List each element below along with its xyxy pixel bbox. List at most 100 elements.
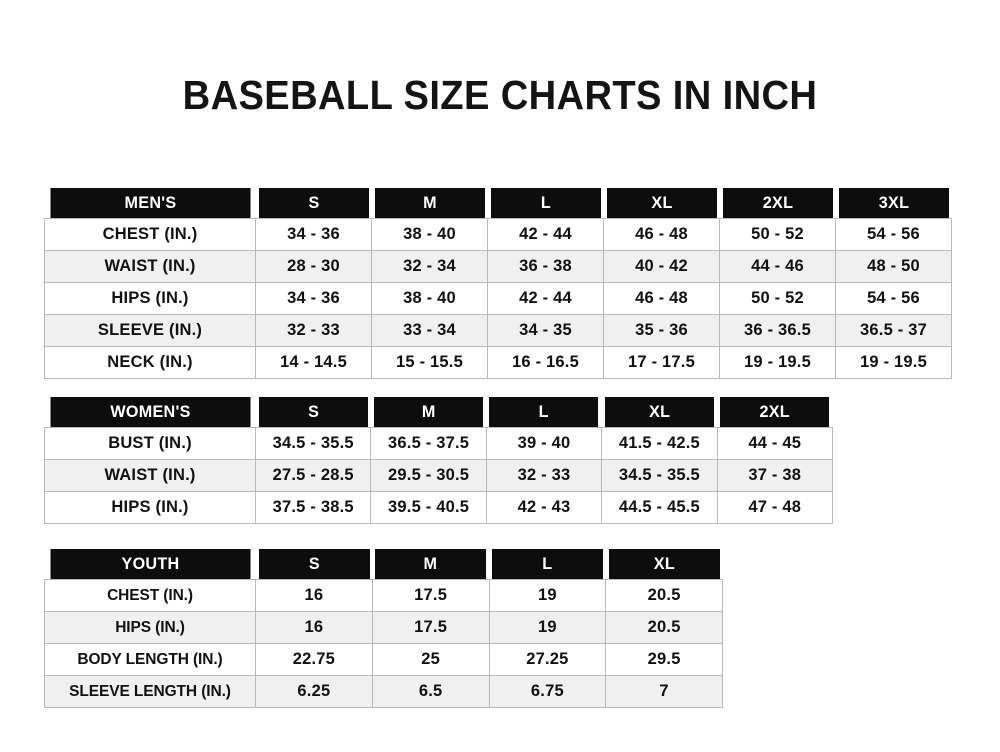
measurement-value: 7 xyxy=(605,675,723,708)
measurement-value: 54 - 56 xyxy=(835,218,952,251)
size-column-header: S xyxy=(258,188,369,219)
measurement-value: 54 - 56 xyxy=(835,282,952,315)
table-row: HIPS (IN.) 34 - 36 38 - 40 42 - 44 46 - 48 50… xyxy=(44,282,952,315)
measurement-value: 42 - 43 xyxy=(485,491,603,524)
measurement-label: HIPS (IN.) xyxy=(44,491,256,524)
size-column-header: XL xyxy=(604,397,715,428)
table-title-header: YOUTH xyxy=(49,549,251,580)
size-column-header: M xyxy=(375,549,487,580)
youth-size-table: YOUTH S M L XL CHEST (IN.) 16 17.5 19 20.5 HIPS (I… xyxy=(44,549,723,708)
measurement-value: 34.5 - 35.5 xyxy=(601,459,718,492)
measurement-value: 32 - 34 xyxy=(371,250,488,283)
measurement-label: CHEST (IN.) xyxy=(44,218,256,251)
table-header-row: WOMEN'S S M L XL 2XL xyxy=(45,397,833,428)
measurement-value: 47 - 48 xyxy=(716,491,834,524)
table-row: SLEEVE LENGTH (IN.) 6.25 6.5 6.75 7 xyxy=(44,675,723,708)
table-row: NECK (IN.) 14 - 14.5 15 - 15.5 16 - 16.5 17 … xyxy=(44,346,952,379)
measurement-label: SLEEVE LENGTH (IN.) xyxy=(44,675,256,708)
measurement-value: 44 - 45 xyxy=(716,427,834,460)
measurement-label: SLEEVE (IN.) xyxy=(44,314,256,347)
measurement-value: 27.5 - 28.5 xyxy=(254,459,372,492)
measurement-label: BODY LENGTH (IN.) xyxy=(44,643,256,676)
measurement-value: 44.5 - 45.5 xyxy=(601,491,718,524)
measurement-value: 19 xyxy=(488,579,607,612)
measurement-value: 48 - 50 xyxy=(835,250,952,283)
measurement-value: 33 - 34 xyxy=(371,314,488,347)
table-title-header: MEN'S xyxy=(49,188,251,219)
measurement-value: 34 - 36 xyxy=(255,218,372,251)
size-column-header: M xyxy=(374,188,485,219)
measurement-value: 38 - 40 xyxy=(371,282,488,315)
measurement-value: 14 - 14.5 xyxy=(255,346,372,379)
measurement-value: 6.75 xyxy=(488,675,607,708)
measurement-value: 32 - 33 xyxy=(485,459,603,492)
size-column-header: XL xyxy=(608,549,720,580)
measurement-value: 16 - 16.5 xyxy=(487,346,604,379)
measurement-value: 36.5 - 37.5 xyxy=(370,427,487,460)
table-row: WAIST (IN.) 28 - 30 32 - 34 36 - 38 40 - 42 4… xyxy=(44,250,952,283)
measurement-value: 27.25 xyxy=(488,643,607,676)
measurement-label: WAIST (IN.) xyxy=(44,250,256,283)
size-column-header: S xyxy=(258,397,369,428)
measurement-label: BUST (IN.) xyxy=(44,427,256,460)
measurement-value: 36 - 36.5 xyxy=(719,314,836,347)
table-row: SLEEVE (IN.) 32 - 33 33 - 34 34 - 35 35 - 36… xyxy=(44,314,952,347)
measurement-value: 46 - 48 xyxy=(603,282,720,315)
table-header-row: YOUTH S M L XL xyxy=(45,549,723,580)
measurement-value: 16 xyxy=(255,611,373,644)
measurement-value: 28 - 30 xyxy=(255,250,372,283)
measurement-value: 44 - 46 xyxy=(719,250,836,283)
size-column-header: L xyxy=(490,188,601,219)
measurement-value: 37 - 38 xyxy=(716,459,834,492)
measurement-value: 19 xyxy=(488,611,607,644)
measurement-value: 17.5 xyxy=(371,579,490,612)
size-column-header: 3XL xyxy=(838,188,949,219)
measurement-value: 34 - 35 xyxy=(487,314,604,347)
measurement-value: 16 xyxy=(255,579,373,612)
table-row: BODY LENGTH (IN.) 22.75 25 27.25 29.5 xyxy=(44,643,723,676)
table-row: WAIST (IN.) 27.5 - 28.5 29.5 - 30.5 32 - 33… xyxy=(44,459,834,492)
table-header-row: MEN'S S M L XL 2XL 3XL xyxy=(45,188,952,219)
size-column-header: L xyxy=(491,549,603,580)
measurement-value: 17.5 xyxy=(371,611,490,644)
measurement-value: 50 - 52 xyxy=(719,282,836,315)
measurement-label: CHEST (IN.) xyxy=(44,579,256,612)
measurement-value: 20.5 xyxy=(605,579,723,612)
size-column-header: L xyxy=(489,397,599,428)
measurement-value: 41.5 - 42.5 xyxy=(601,427,718,460)
measurement-label: HIPS (IN.) xyxy=(44,282,256,315)
measurement-value: 19 - 19.5 xyxy=(719,346,836,379)
table-row: CHEST (IN.) 16 17.5 19 20.5 xyxy=(44,579,723,612)
measurement-value: 50 - 52 xyxy=(719,218,836,251)
measurement-label: WAIST (IN.) xyxy=(44,459,256,492)
measurement-value: 38 - 40 xyxy=(371,218,488,251)
measurement-value: 36.5 - 37 xyxy=(835,314,952,347)
size-column-header: M xyxy=(373,397,484,428)
measurement-value: 6.25 xyxy=(255,675,373,708)
measurement-value: 32 - 33 xyxy=(255,314,372,347)
table-row: HIPS (IN.) 16 17.5 19 20.5 xyxy=(44,611,723,644)
table-title-header: WOMEN'S xyxy=(49,397,251,428)
measurement-value: 39.5 - 40.5 xyxy=(370,491,487,524)
measurement-value: 6.5 xyxy=(371,675,490,708)
measurement-value: 42 - 44 xyxy=(487,282,604,315)
page-title: BASEBALL SIZE CHARTS IN INCH xyxy=(182,72,818,118)
size-column-header: 2XL xyxy=(719,397,830,428)
measurement-value: 29.5 xyxy=(605,643,723,676)
size-column-header: XL xyxy=(606,188,717,219)
measurement-value: 34.5 - 35.5 xyxy=(254,427,372,460)
measurement-value: 19 - 19.5 xyxy=(835,346,952,379)
measurement-value: 20.5 xyxy=(605,611,723,644)
measurement-value: 46 - 48 xyxy=(603,218,720,251)
table-row: BUST (IN.) 34.5 - 35.5 36.5 - 37.5 39 - 40 4… xyxy=(44,427,834,460)
measurement-value: 34 - 36 xyxy=(255,282,372,315)
measurement-value: 25 xyxy=(371,643,490,676)
measurement-value: 42 - 44 xyxy=(487,218,604,251)
size-column-header: 2XL xyxy=(722,188,833,219)
womens-size-table: WOMEN'S S M L XL 2XL BUST (IN.) 34.5 - 35.5 36.5… xyxy=(44,397,834,524)
measurement-value: 15 - 15.5 xyxy=(371,346,488,379)
table-row: CHEST (IN.) 34 - 36 38 - 40 42 - 44 46 - 48 5… xyxy=(44,218,952,251)
measurement-value: 35 - 36 xyxy=(603,314,720,347)
measurement-value: 17 - 17.5 xyxy=(603,346,720,379)
